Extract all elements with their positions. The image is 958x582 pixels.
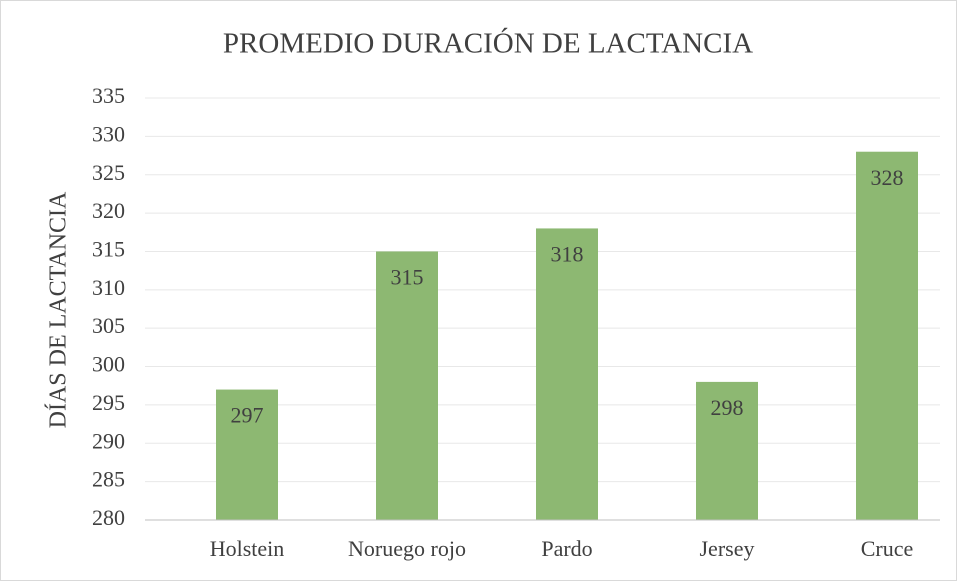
- y-tick-label: 285: [92, 467, 125, 492]
- y-tick-label: 315: [92, 237, 125, 262]
- bar: [696, 381, 758, 520]
- y-tick-label: 320: [92, 198, 125, 223]
- y-axis-label: DÍAS DE LACTANCIA: [46, 191, 72, 428]
- x-tick-label: Jersey: [700, 536, 755, 561]
- data-label: 315: [391, 265, 424, 290]
- x-tick-label: Pardo: [541, 536, 592, 561]
- data-label: 298: [711, 395, 744, 420]
- y-tick-label: 310: [92, 275, 125, 300]
- bar: [376, 251, 438, 521]
- data-label: 297: [231, 403, 264, 428]
- y-tick-label: 330: [92, 121, 125, 146]
- y-tick-label: 305: [92, 313, 125, 338]
- bar: [856, 151, 918, 520]
- x-tick-label: Cruce: [861, 536, 914, 561]
- x-tick-label: Noruego rojo: [348, 536, 466, 561]
- bar: [536, 228, 598, 520]
- x-tick-label: Holstein: [210, 536, 285, 561]
- data-label: 328: [871, 165, 904, 190]
- bar: [216, 389, 278, 520]
- y-tick-label: 280: [92, 505, 125, 530]
- y-tick-label: 295: [92, 390, 125, 415]
- data-label: 318: [551, 241, 584, 266]
- y-tick-label: 290: [92, 428, 125, 453]
- y-tick-label: 335: [92, 83, 125, 108]
- chart-title: PROMEDIO DURACIÓN DE LACTANCIA: [223, 27, 753, 60]
- y-tick-label: 325: [92, 160, 125, 185]
- y-tick-label: 300: [92, 352, 125, 377]
